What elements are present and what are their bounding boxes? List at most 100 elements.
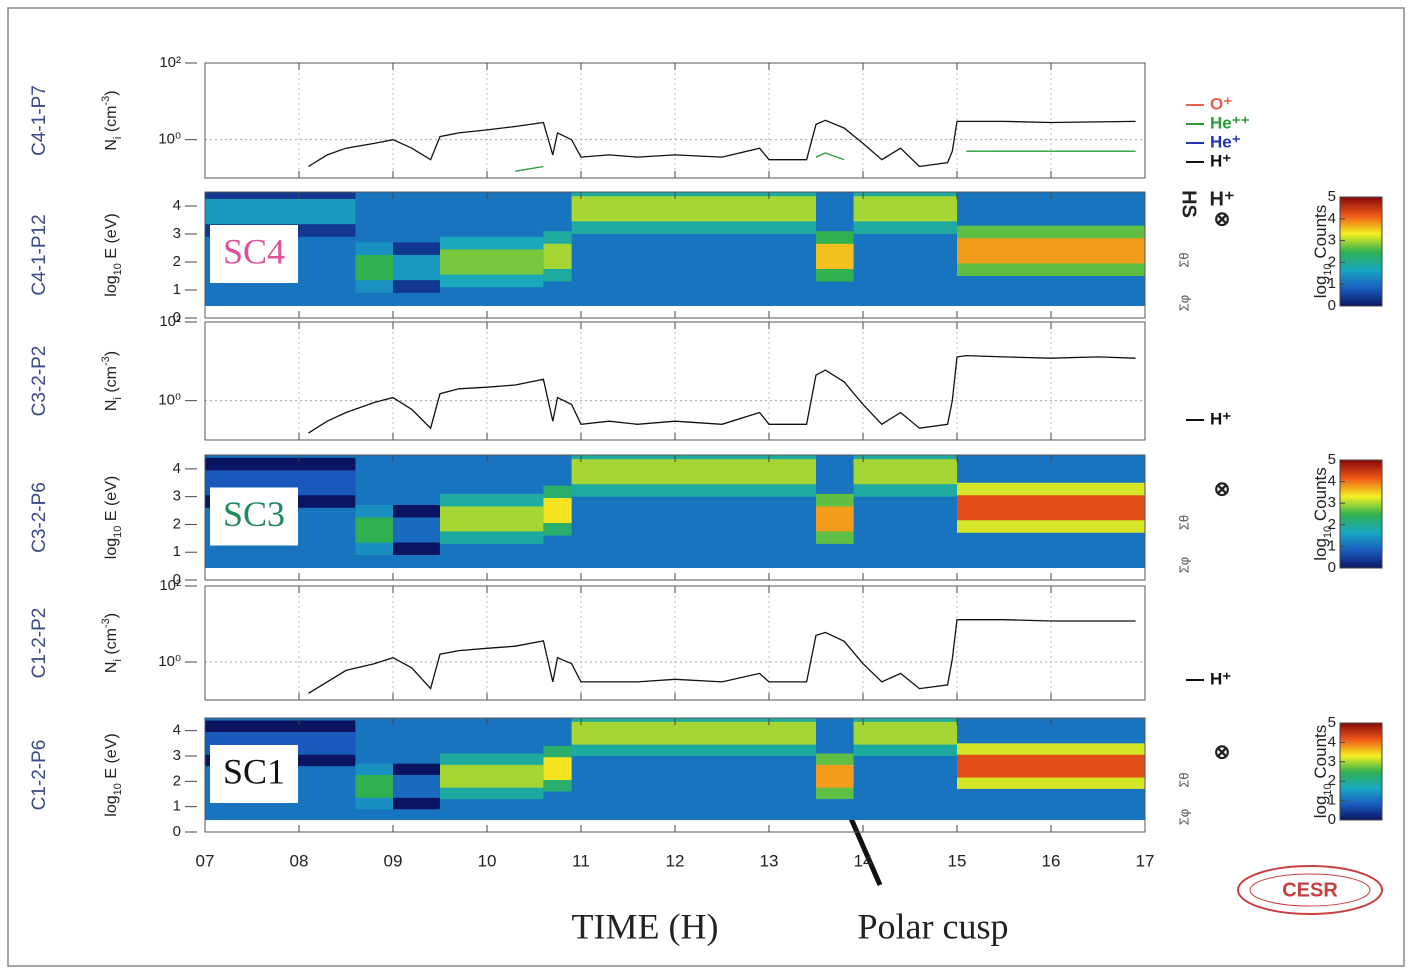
colorbar-step: [1340, 806, 1382, 809]
legend-label: H⁺: [1210, 669, 1231, 688]
colorbar-step: [1340, 516, 1382, 519]
spectrum-peak: [440, 764, 544, 788]
colorbar-step: [1340, 555, 1382, 558]
colorbar-tick-label: 0: [1328, 811, 1336, 828]
colorbar-step: [1340, 804, 1382, 807]
colorbar-frame: [1339, 722, 1383, 821]
y-axis-title-part: log: [103, 795, 120, 816]
legend-label: O⁺: [1210, 94, 1232, 113]
colorbar-step: [1340, 475, 1382, 478]
colorbar-step: [1340, 472, 1382, 476]
y-axis-title-part: i: [112, 397, 124, 399]
colorbar-step: [1340, 796, 1382, 800]
colorbar-step: [1340, 273, 1382, 276]
colorbar-tick-label: 1: [1328, 537, 1336, 554]
y-tick-label: 10⁰: [158, 653, 181, 670]
colorbar-step: [1340, 775, 1382, 778]
y-tick-label: 0: [173, 571, 181, 588]
colorbar-tick-label: 5: [1328, 714, 1336, 731]
colorbar-step: [1340, 767, 1382, 771]
colorbar-step: [1340, 282, 1382, 285]
colorbar-step: [1340, 533, 1382, 537]
colorbar-title-part: 10: [1322, 526, 1334, 538]
spectrum-peak: [355, 775, 393, 798]
y-axis-title-part: N: [103, 400, 120, 412]
logo-ring: [1249, 873, 1371, 907]
y-axis-title-part: i: [112, 659, 124, 661]
colorbar-step: [1340, 498, 1382, 502]
colorbar-step: [1340, 279, 1382, 283]
colorbar-step: [1340, 236, 1382, 239]
x-tick-label: 07: [196, 851, 215, 870]
spectrum-peak: [571, 459, 816, 485]
colorbar-step: [1340, 750, 1382, 753]
colorbar-step: [1340, 559, 1382, 563]
colorbar-step: [1340, 757, 1382, 761]
colorbar-title-part: log: [1311, 796, 1330, 819]
colorbar-step: [1340, 505, 1382, 509]
spacecraft-box: [210, 745, 298, 803]
colorbar-step: [1340, 552, 1382, 556]
colorbar-step: [1340, 483, 1382, 487]
colorbar-tick-label: 1: [1328, 792, 1336, 809]
colorbar-frame: [1339, 459, 1383, 569]
marker-label: H⁺: [1210, 188, 1235, 210]
colorbar-step: [1340, 466, 1382, 470]
colorbar-step: [1340, 216, 1382, 220]
colorbar-title-part: Counts: [1311, 467, 1330, 526]
colorbar-step: [1340, 546, 1382, 550]
colorbar-step: [1340, 790, 1382, 794]
colorbar-step: [1340, 494, 1382, 498]
marker-label: HS: [1178, 190, 1200, 218]
colorbar-step: [1340, 227, 1382, 231]
colorbar-step: [1340, 258, 1382, 261]
y-axis-title-part: E (eV): [103, 213, 120, 263]
x-tick-label: 14: [854, 851, 873, 870]
spectrum-peak: [543, 498, 572, 524]
colorbar-step: [1340, 477, 1382, 480]
sigma-label: Σθ: [1176, 515, 1191, 530]
density-line: [308, 619, 1136, 694]
colorbar-step: [1340, 207, 1382, 211]
colorbar-step: [1340, 299, 1382, 303]
x-tick-label: 13: [760, 851, 779, 870]
colorbar-step: [1340, 503, 1382, 506]
colorbar-step: [1340, 199, 1382, 202]
panel-name: C1-2-P6: [29, 740, 50, 811]
colorbar-step: [1340, 561, 1382, 565]
sigma-label: Σφ: [1176, 295, 1191, 311]
y-axis-title: log10 E (eV): [103, 476, 124, 559]
panel-frame: [204, 62, 1146, 179]
colorbar-step: [1340, 266, 1382, 270]
marker-label: ⊗: [1214, 478, 1231, 500]
colorbar-step: [1340, 203, 1382, 207]
colorbar-step: [1340, 557, 1382, 560]
colorbar-step: [1340, 220, 1382, 224]
y-tick-label: 1: [173, 798, 181, 815]
colorbar-step: [1340, 212, 1382, 215]
colorbar-step: [1340, 197, 1382, 200]
x-tick-label: 09: [384, 851, 403, 870]
colorbar-step: [1340, 761, 1382, 765]
colorbar-step: [1340, 244, 1382, 248]
colorbar-step: [1340, 218, 1382, 222]
spectrum-peak: [355, 255, 393, 281]
spectrum-peak: [957, 238, 1145, 264]
colorbar-title-part: Counts: [1311, 725, 1330, 784]
colorbar-step: [1340, 779, 1382, 782]
colorbar-tick-label: 1: [1328, 275, 1336, 292]
colorbar-step: [1340, 470, 1382, 474]
density-line: [515, 150, 1136, 172]
colorbar-title-part: Counts: [1311, 205, 1330, 264]
spectrum-peak: [440, 506, 544, 532]
density-line: [308, 119, 1136, 168]
colorbar-tick-label: 4: [1328, 733, 1336, 750]
y-axis-title-part: (cm: [103, 366, 120, 397]
colorbar-step: [1340, 240, 1382, 244]
y-tick-label: 2: [173, 515, 181, 532]
colorbar-step: [1340, 565, 1382, 569]
colorbar-step: [1340, 728, 1382, 732]
spacecraft-label: SC3: [223, 494, 285, 534]
sigma-label: Σθ: [1176, 772, 1191, 787]
colorbar-step: [1340, 748, 1382, 751]
